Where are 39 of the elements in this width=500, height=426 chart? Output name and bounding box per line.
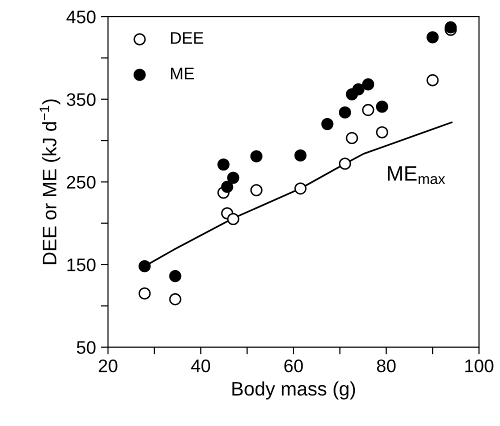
x-axis-title: Body mass (g) bbox=[232, 381, 355, 400]
point bbox=[338, 158, 352, 170]
point bbox=[227, 172, 240, 184]
x-tick-label: 40 bbox=[191, 359, 210, 372]
point bbox=[376, 126, 388, 138]
point bbox=[362, 78, 374, 90]
y-tick-label: 150 bbox=[67, 258, 96, 272]
point bbox=[138, 287, 151, 300]
point bbox=[376, 100, 388, 113]
point bbox=[169, 293, 182, 306]
annotation: ME$_{max}$ bbox=[388, 166, 446, 184]
y-axis-title: DEE or ME (kJ d$^{−1}$) bbox=[40, 99, 60, 264]
x-tick-label: 100 bbox=[465, 359, 494, 372]
point bbox=[426, 74, 439, 86]
point bbox=[250, 150, 262, 162]
point bbox=[221, 180, 234, 193]
point bbox=[346, 132, 358, 144]
point bbox=[352, 83, 364, 96]
point bbox=[294, 149, 307, 162]
point bbox=[362, 104, 374, 116]
point bbox=[250, 184, 262, 196]
y-tick-label: 50 bbox=[76, 341, 96, 354]
point bbox=[321, 118, 334, 130]
point bbox=[294, 182, 307, 195]
y-tick-label: 250 bbox=[66, 176, 96, 189]
x-tick-label: 80 bbox=[376, 359, 396, 372]
x-tick-label: 60 bbox=[284, 359, 303, 372]
point bbox=[426, 31, 439, 44]
legend-label: DEE bbox=[171, 32, 204, 44]
point bbox=[444, 21, 457, 34]
legend-label: ME bbox=[171, 68, 194, 80]
point bbox=[217, 158, 230, 171]
x-tick-label: 20 bbox=[98, 359, 118, 372]
point bbox=[138, 260, 151, 272]
y-tick-label: 350 bbox=[66, 93, 96, 106]
y-tick-label: 450 bbox=[66, 10, 96, 24]
point bbox=[338, 106, 352, 119]
point bbox=[227, 213, 240, 226]
point bbox=[169, 270, 182, 282]
